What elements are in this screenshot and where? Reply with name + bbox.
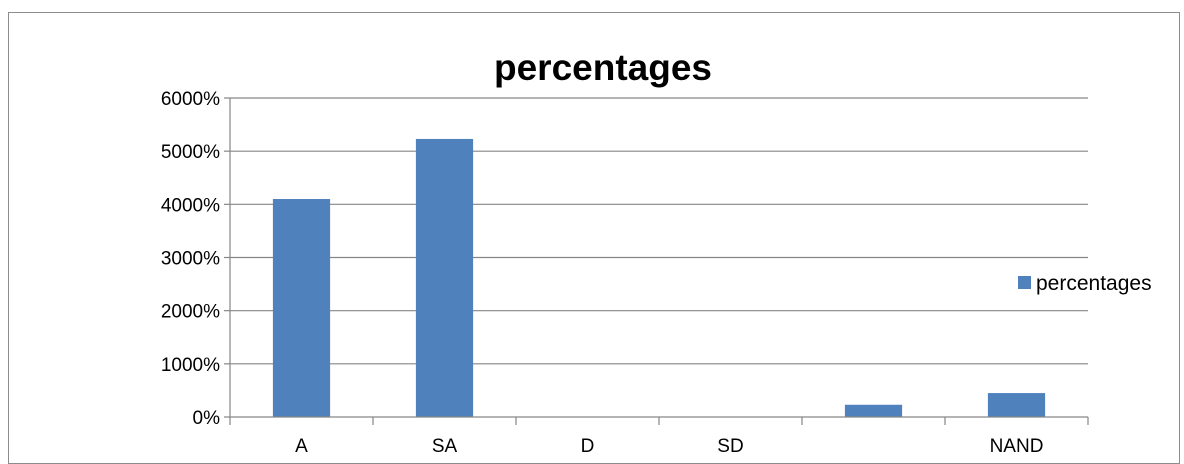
- y-tick-label: 3000%: [161, 249, 220, 270]
- x-tick-label: SA: [432, 436, 458, 457]
- y-tick-label: 4000%: [161, 195, 220, 216]
- x-tick-label: NAND: [990, 436, 1044, 457]
- x-tick-label: D: [581, 436, 595, 457]
- chart-title: percentages: [494, 47, 712, 88]
- y-tick-label: 0%: [193, 408, 221, 429]
- y-tick-label: 1000%: [161, 355, 220, 376]
- bar: [272, 199, 331, 417]
- chart-frame: [8, 12, 1180, 464]
- gridlines: [230, 97, 1088, 365]
- legend-swatch: [1018, 276, 1031, 289]
- bar: [987, 393, 1046, 417]
- bar: [844, 404, 903, 417]
- x-tick-label: A: [295, 436, 308, 457]
- legend-label: percentages: [1036, 272, 1152, 295]
- axes: 0% 1000% 2000% 3000% 4000% 5000% 6000% A SA D SD NA…: [161, 89, 1089, 457]
- legend: percentages: [1018, 272, 1152, 295]
- bar: [415, 138, 474, 417]
- y-tick-label: 2000%: [161, 302, 220, 323]
- y-tick-label: 6000%: [161, 89, 220, 110]
- bar-series: [272, 138, 1046, 417]
- x-tick-label: SD: [717, 436, 743, 457]
- y-tick-label: 5000%: [161, 142, 220, 163]
